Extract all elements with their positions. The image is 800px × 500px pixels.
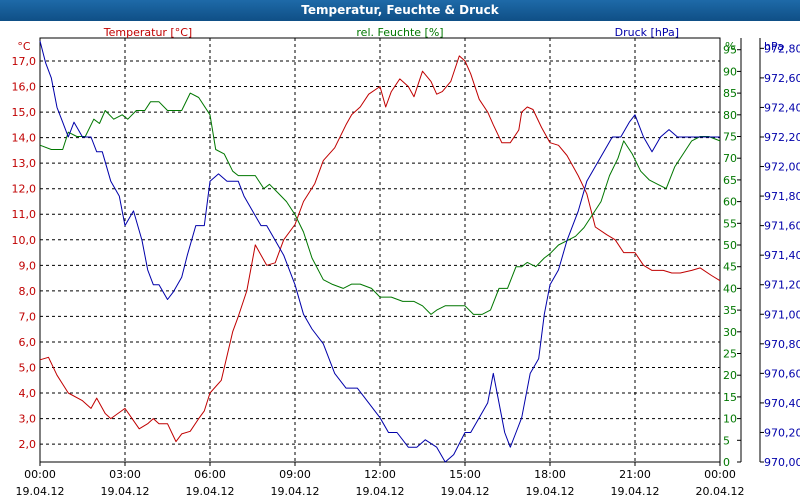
y-tick-label-temperature: 7,0	[19, 310, 37, 323]
y-tick-label-pressure: 972,20	[764, 131, 800, 144]
y-tick-label-humidity: 50	[723, 239, 737, 252]
y-tick-label-temperature: 14,0	[12, 132, 37, 145]
x-tick-label-date: 19.04.12	[186, 485, 235, 498]
y-tick-label-pressure: 971,80	[764, 190, 800, 203]
x-tick-label-time: 09:00	[279, 468, 311, 481]
y-tick-label-temperature: 13,0	[12, 157, 37, 170]
y-tick-label-temperature: 3,0	[19, 413, 37, 426]
y-tick-label-temperature: 6,0	[19, 336, 37, 349]
y-tick-label-humidity: 95	[723, 44, 737, 57]
y-tick-label-temperature: 5,0	[19, 361, 37, 374]
y-tick-label-pressure: 970,00	[764, 456, 800, 469]
x-tick-label-time: 12:00	[364, 468, 396, 481]
y-tick-label-humidity: 55	[723, 217, 737, 230]
y-tick-label-humidity: 15	[723, 391, 737, 404]
y-axis-unit-temperature: °C	[17, 40, 31, 53]
y-tick-label-pressure: 972,80	[764, 42, 800, 55]
y-tick-label-temperature: 8,0	[19, 285, 37, 298]
axis-title-temperature: Temperatur [°C]	[103, 26, 192, 39]
y-tick-label-humidity: 20	[723, 369, 737, 382]
x-tick-label-time: 18:00	[534, 468, 566, 481]
y-tick-label-pressure: 970,40	[764, 397, 800, 410]
y-tick-label-temperature: 9,0	[19, 259, 37, 272]
chart-title: Temperatur, Feuchte & Druck	[0, 0, 800, 21]
x-tick-label-time: 06:00	[194, 468, 226, 481]
y-tick-label-humidity: 45	[723, 261, 737, 274]
x-tick-label-time: 21:00	[619, 468, 651, 481]
y-tick-label-humidity: 85	[723, 87, 737, 100]
x-tick-label-time: 00:00	[704, 468, 736, 481]
x-tick-label-time: 15:00	[449, 468, 481, 481]
y-tick-label-humidity: 65	[723, 174, 737, 187]
y-tick-label-humidity: 70	[723, 152, 737, 165]
y-tick-label-humidity: 75	[723, 131, 737, 144]
y-tick-label-temperature: 12,0	[12, 183, 37, 196]
y-tick-label-pressure: 970,60	[764, 367, 800, 380]
x-tick-label-time: 03:00	[109, 468, 141, 481]
y-tick-label-humidity: 35	[723, 304, 737, 317]
y-tick-label-humidity: 30	[723, 326, 737, 339]
series-line-pressure	[39, 40, 720, 463]
y-axis-unit-humidity: %	[725, 40, 735, 53]
x-tick-label-date: 19.04.12	[16, 485, 65, 498]
y-tick-label-temperature: 2,0	[19, 438, 37, 451]
x-tick-label-date: 20.04.12	[696, 485, 745, 498]
y-tick-label-humidity: 5	[723, 434, 730, 447]
x-tick-label-date: 19.04.12	[441, 485, 490, 498]
y-tick-label-pressure: 972,00	[764, 161, 800, 174]
y-axis-unit-pressure: hPa	[764, 40, 784, 53]
y-tick-label-humidity: 0	[723, 456, 730, 469]
y-tick-label-pressure: 971,40	[764, 249, 800, 262]
y-tick-label-temperature: 4,0	[19, 387, 37, 400]
axis-title-humidity: rel. Feuchte [%]	[356, 26, 443, 39]
y-tick-label-humidity: 40	[723, 282, 737, 295]
y-tick-label-pressure: 971,20	[764, 279, 800, 292]
y-tick-label-temperature: 15,0	[12, 106, 37, 119]
x-tick-label-date: 19.04.12	[356, 485, 405, 498]
y-tick-label-pressure: 970,80	[764, 338, 800, 351]
x-tick-label-time: 00:00	[24, 468, 56, 481]
x-tick-label-date: 19.04.12	[101, 485, 150, 498]
x-tick-label-date: 19.04.12	[271, 485, 320, 498]
series-line-temperature	[39, 55, 721, 443]
y-tick-label-humidity: 80	[723, 109, 737, 122]
y-tick-label-pressure: 971,00	[764, 308, 800, 321]
series-line-humidity	[39, 92, 721, 315]
y-tick-label-temperature: 11,0	[12, 208, 37, 221]
axis-title-pressure: Druck [hPa]	[615, 26, 679, 39]
y-tick-label-pressure: 972,60	[764, 72, 800, 85]
y-tick-label-temperature: 10,0	[12, 234, 37, 247]
y-tick-label-humidity: 25	[723, 348, 737, 361]
x-tick-label-date: 19.04.12	[611, 485, 660, 498]
y-tick-label-pressure: 970,20	[764, 426, 800, 439]
y-tick-label-pressure: 971,60	[764, 220, 800, 233]
y-tick-label-humidity: 10	[723, 413, 737, 426]
y-tick-label-humidity: 90	[723, 65, 737, 78]
y-tick-label-temperature: 17,0	[12, 55, 37, 68]
x-tick-label-date: 19.04.12	[526, 485, 575, 498]
y-tick-label-humidity: 60	[723, 196, 737, 209]
y-tick-label-temperature: 16,0	[12, 81, 37, 94]
y-tick-label-pressure: 972,40	[764, 101, 800, 114]
